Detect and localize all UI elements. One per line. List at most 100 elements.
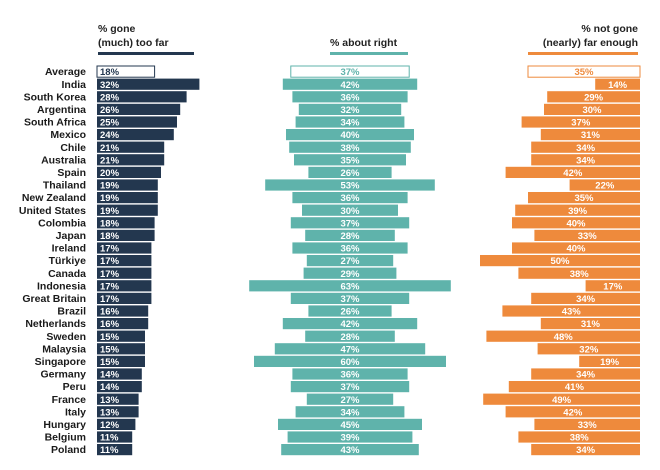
value-label-too-far: 17% bbox=[100, 256, 120, 267]
country-label: Ireland bbox=[52, 243, 86, 255]
country-label: South Korea bbox=[24, 91, 87, 103]
bar-about-right bbox=[290, 65, 410, 78]
value-label-not-far-enough: 40% bbox=[566, 244, 586, 255]
value-label-about-right: 37% bbox=[340, 294, 360, 305]
bar-too-far bbox=[97, 305, 149, 317]
country-label: Belgium bbox=[45, 432, 86, 444]
country-label: Argentina bbox=[37, 104, 86, 116]
bar-not-far-enough bbox=[486, 330, 640, 342]
value-label-not-far-enough: 34% bbox=[576, 143, 596, 154]
value-label-too-far: 15% bbox=[100, 344, 120, 355]
bar-about-right bbox=[295, 406, 405, 418]
bar-too-far bbox=[97, 78, 200, 90]
value-label-too-far: 32% bbox=[100, 80, 120, 91]
bar-not-far-enough bbox=[579, 355, 640, 367]
country-label: Germany bbox=[40, 369, 86, 381]
bar-not-far-enough bbox=[518, 431, 640, 443]
value-label-about-right: 63% bbox=[340, 281, 360, 292]
legend-about-right: % about right bbox=[330, 37, 398, 49]
bar-not-far-enough bbox=[521, 116, 640, 128]
value-label-too-far: 21% bbox=[100, 155, 120, 166]
country-label: Türkiye bbox=[49, 255, 87, 267]
bar-not-far-enough bbox=[544, 103, 640, 115]
country-label: Indonesia bbox=[37, 280, 86, 292]
bar-too-far bbox=[97, 204, 158, 216]
bar-too-far bbox=[97, 406, 139, 418]
bar-not-far-enough bbox=[531, 292, 640, 304]
value-label-about-right: 42% bbox=[340, 80, 360, 91]
value-label-about-right: 60% bbox=[340, 357, 360, 368]
legend-swatch-about-right bbox=[330, 52, 408, 55]
bar-too-far bbox=[97, 242, 152, 254]
country-label: Thailand bbox=[43, 180, 86, 192]
bar-about-right bbox=[249, 280, 451, 292]
bar-too-far bbox=[97, 267, 152, 279]
value-label-not-far-enough: 34% bbox=[576, 294, 596, 305]
bar-not-far-enough bbox=[518, 267, 640, 279]
bar-not-far-enough bbox=[534, 418, 640, 430]
bar-too-far bbox=[97, 393, 139, 405]
legend-swatch-not-far-enough bbox=[528, 52, 638, 55]
value-label-about-right: 29% bbox=[340, 269, 360, 280]
bar-about-right bbox=[308, 166, 392, 178]
bar-about-right bbox=[295, 116, 405, 128]
bar-too-far bbox=[97, 179, 158, 191]
value-label-too-far: 24% bbox=[100, 130, 120, 141]
bar-not-far-enough bbox=[531, 444, 640, 456]
bar-about-right bbox=[289, 141, 411, 153]
value-label-not-far-enough: 42% bbox=[563, 407, 583, 418]
legend-not-gone-far-enough: % not gone (nearly) far enough bbox=[543, 22, 638, 50]
bar-about-right bbox=[282, 78, 418, 90]
value-label-not-far-enough: 40% bbox=[566, 218, 586, 229]
bar-not-far-enough bbox=[502, 305, 640, 317]
value-label-too-far: 17% bbox=[100, 269, 120, 280]
value-label-about-right: 32% bbox=[340, 105, 360, 116]
value-label-not-far-enough: 37% bbox=[571, 118, 591, 129]
country-label: Italy bbox=[65, 406, 86, 418]
bar-not-far-enough bbox=[515, 204, 640, 216]
value-label-not-far-enough: 19% bbox=[600, 357, 620, 368]
bar-not-far-enough bbox=[512, 217, 640, 229]
bar-too-far bbox=[97, 418, 136, 430]
bar-not-far-enough bbox=[508, 381, 640, 393]
value-label-about-right: 45% bbox=[340, 420, 360, 431]
value-label-about-right: 35% bbox=[340, 155, 360, 166]
country-label: Malaysia bbox=[42, 343, 86, 355]
value-label-not-far-enough: 33% bbox=[578, 231, 598, 242]
bar-about-right bbox=[302, 204, 398, 216]
value-label-too-far: 25% bbox=[100, 118, 120, 129]
value-label-not-far-enough: 39% bbox=[568, 206, 588, 217]
bar-not-far-enough bbox=[537, 343, 640, 355]
value-label-not-far-enough: 31% bbox=[581, 130, 601, 141]
bar-about-right bbox=[265, 179, 435, 191]
value-label-too-far: 13% bbox=[100, 407, 120, 418]
bar-about-right bbox=[305, 229, 395, 241]
country-label: Singapore bbox=[35, 356, 87, 368]
bar-too-far bbox=[97, 229, 155, 241]
value-label-not-far-enough: 43% bbox=[562, 307, 582, 318]
legend-gone-too-far: % gone (much) too far bbox=[98, 22, 169, 50]
bar-too-far bbox=[97, 355, 145, 367]
bar-too-far bbox=[97, 343, 145, 355]
value-label-not-far-enough: 42% bbox=[563, 168, 583, 179]
country-label: Brazil bbox=[57, 306, 86, 318]
bar-too-far bbox=[97, 368, 142, 380]
country-label: Average bbox=[45, 66, 86, 78]
bar-not-far-enough bbox=[540, 129, 640, 141]
value-label-not-far-enough: 30% bbox=[582, 105, 602, 116]
value-label-about-right: 40% bbox=[340, 130, 360, 141]
value-label-too-far: 14% bbox=[100, 382, 120, 393]
bar-about-right bbox=[306, 255, 394, 267]
country-label: Netherlands bbox=[25, 318, 86, 330]
bar-not-far-enough bbox=[527, 65, 641, 78]
bar-about-right bbox=[290, 217, 410, 229]
bar-about-right bbox=[274, 343, 426, 355]
country-label: Chile bbox=[60, 142, 86, 154]
bar-not-far-enough bbox=[531, 368, 640, 380]
country-label: Australia bbox=[41, 154, 86, 166]
country-label: India bbox=[61, 79, 86, 91]
bar-too-far bbox=[97, 91, 187, 103]
bar-too-far bbox=[97, 141, 165, 153]
bar-about-right bbox=[287, 431, 413, 443]
